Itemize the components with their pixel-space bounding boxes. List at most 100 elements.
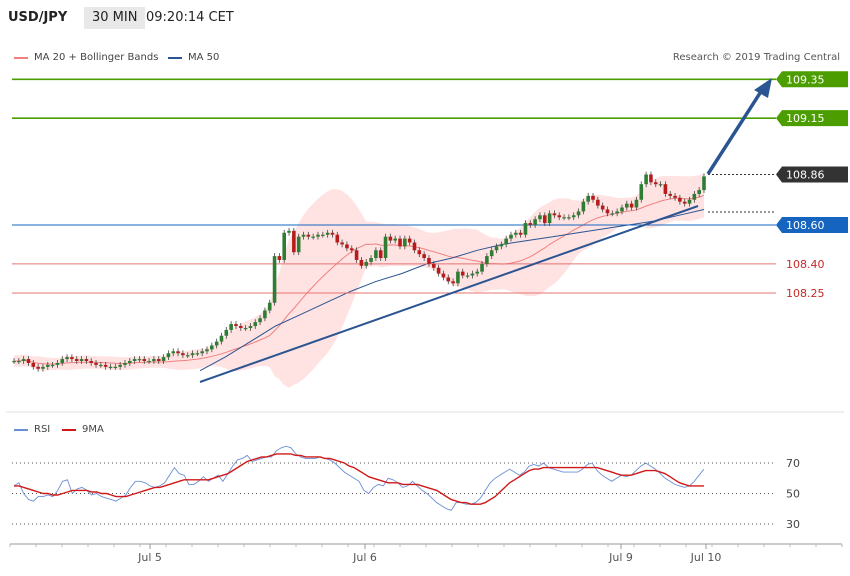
candle: [89, 358, 94, 366]
candle: [518, 229, 523, 238]
candle: [456, 268, 460, 287]
candle: [591, 192, 595, 203]
candle: [514, 229, 518, 238]
candle-body: [687, 199, 692, 204]
level-text: 108.40: [786, 258, 825, 271]
candle-body: [634, 199, 639, 208]
candle: [161, 354, 166, 364]
candle: [383, 233, 388, 261]
candle: [687, 196, 692, 207]
rsi-tick-70: 70: [786, 457, 800, 470]
candle-body: [383, 236, 388, 259]
candle: [84, 356, 89, 364]
candle-body: [21, 359, 26, 361]
candle-body: [576, 211, 581, 216]
candle-body: [161, 357, 166, 361]
candle-body: [36, 366, 40, 369]
timeframe-badge[interactable]: 30 MIN: [84, 7, 146, 29]
candle-body: [214, 341, 219, 346]
candle-body: [378, 250, 383, 259]
candle-body: [128, 361, 132, 363]
candle-body: [248, 326, 253, 328]
candle: [21, 356, 26, 364]
candle: [644, 171, 648, 188]
candle: [94, 360, 98, 368]
candle-body: [615, 211, 619, 214]
candle: [234, 321, 238, 329]
candle: [243, 325, 248, 331]
candle: [692, 191, 697, 203]
candle-body: [287, 230, 291, 233]
candle-body: [451, 281, 455, 284]
ma50-swatch: [168, 56, 182, 59]
candle: [292, 227, 296, 256]
candle: [238, 323, 243, 331]
level-text: 108.86: [786, 168, 825, 181]
candle: [369, 255, 373, 265]
candle-body: [591, 195, 595, 200]
candle-body: [562, 217, 566, 219]
candle: [624, 200, 629, 211]
candle-body: [272, 256, 277, 303]
candle-body: [480, 263, 484, 272]
candle-body: [629, 203, 634, 208]
legend-ma20: MA 20 + Bollinger Bands: [14, 52, 158, 63]
candle-body: [234, 324, 238, 327]
candle: [407, 235, 412, 246]
level-label-108.25: 108.25: [786, 287, 825, 300]
candle-body: [142, 359, 147, 361]
candle: [195, 350, 200, 357]
candle-body: [412, 242, 417, 251]
candle: [460, 268, 465, 279]
symbol-label: USD/JPY: [8, 10, 68, 25]
candle: [99, 361, 103, 368]
candle: [248, 323, 253, 331]
candle: [345, 241, 349, 252]
candle-body: [176, 351, 180, 354]
candle-body: [296, 236, 301, 253]
candle: [181, 350, 185, 359]
candle-body: [436, 267, 441, 274]
candle-body: [441, 273, 446, 278]
candle: [224, 327, 229, 339]
candle: [123, 360, 127, 368]
level-tag: [776, 71, 848, 88]
candle: [263, 307, 267, 322]
candle: [113, 363, 118, 370]
candle-body: [210, 345, 214, 350]
candle-body: [446, 277, 451, 282]
candle-body: [12, 361, 16, 363]
candle-body: [316, 234, 320, 237]
candle-body: [644, 174, 648, 185]
candle-body: [282, 232, 287, 260]
candle-body: [84, 359, 89, 361]
candle-body: [639, 184, 644, 200]
candle-body: [137, 359, 142, 361]
candle: [596, 196, 600, 209]
candle: [296, 233, 301, 256]
candle: [316, 231, 320, 240]
ma20-line: [14, 194, 705, 365]
candle-body: [267, 302, 272, 311]
candle-body: [407, 238, 412, 243]
candle-body: [17, 361, 21, 363]
candle: [393, 235, 397, 244]
candle-body: [692, 193, 697, 200]
candle: [649, 171, 653, 186]
rsi-series-9ma: [14, 453, 704, 505]
candle-body: [166, 353, 171, 358]
candle: [70, 354, 74, 362]
candle-body: [60, 359, 65, 363]
time-label-Jul-6: Jul 6: [352, 551, 377, 564]
level-tag: [776, 166, 848, 183]
candle-body: [538, 215, 542, 220]
candle-body: [475, 271, 480, 274]
candle: [364, 259, 369, 269]
candle: [65, 354, 69, 362]
candle-body: [518, 232, 523, 235]
candle-body: [301, 234, 306, 237]
candle-body: [567, 217, 571, 219]
candle-body: [103, 364, 108, 367]
candle-body: [321, 234, 325, 236]
candle-body: [306, 234, 311, 237]
